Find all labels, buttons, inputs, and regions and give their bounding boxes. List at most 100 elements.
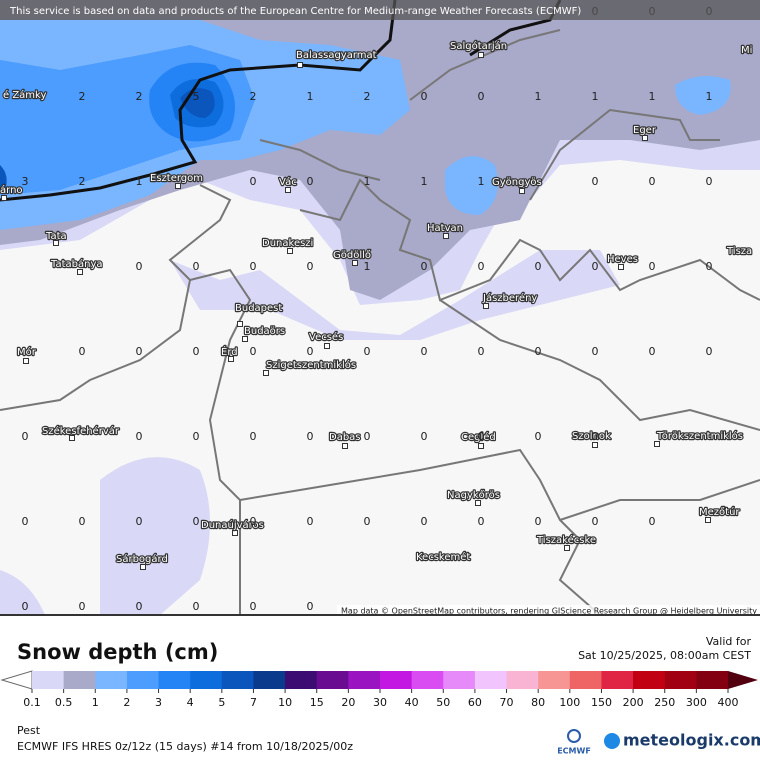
city-dot <box>53 240 59 246</box>
city-dot <box>297 62 303 68</box>
grid-value: 1 <box>592 90 599 103</box>
city-dot <box>175 183 181 189</box>
colorbar-segment <box>538 671 571 689</box>
city-dot <box>285 187 291 193</box>
grid-value: 0 <box>421 430 428 443</box>
colorbar-label: 400 <box>718 696 739 709</box>
attribution-background <box>337 605 760 615</box>
city-dot <box>352 260 358 266</box>
city-dot <box>232 530 238 536</box>
grid-value: 0 <box>22 430 29 443</box>
region: Pest <box>17 724 41 737</box>
grid-value: 0 <box>136 430 143 443</box>
banner: This service is based on data and produc… <box>9 6 581 17</box>
colorbar-segment <box>601 671 634 689</box>
city-label: Tatabánya <box>50 258 103 270</box>
city-dot <box>654 441 660 447</box>
colorbar-label: 2 <box>123 696 130 709</box>
colorbar-label: 100 <box>559 696 580 709</box>
grid-value: 2 <box>250 90 257 103</box>
grid-value: 0 <box>706 345 713 358</box>
city-dot <box>483 303 489 309</box>
grid-value: 1 <box>421 175 428 188</box>
colorbar-segment <box>443 671 476 689</box>
grid-value: 0 <box>136 600 143 613</box>
grid-value: 0 <box>193 430 200 443</box>
city-dot <box>69 435 75 441</box>
city-dot <box>564 545 570 551</box>
city-label: Érd <box>221 345 238 358</box>
colorbar-segment <box>348 671 381 689</box>
city-label: Mór <box>17 346 37 358</box>
colorbar-segment <box>411 671 444 689</box>
ecmwf-logo: ECMWF <box>557 747 591 756</box>
city-dot <box>519 188 525 194</box>
grid-value: 0 <box>136 515 143 528</box>
city-label: Hatvan <box>427 223 463 234</box>
city-label: Heves <box>607 254 638 265</box>
grid-value: 0 <box>22 515 29 528</box>
city-dot <box>342 443 348 449</box>
grid-value: 0 <box>592 345 599 358</box>
city-label: Törökszentmiklós <box>656 430 743 442</box>
city-dot <box>140 564 146 570</box>
grid-value: 0 <box>478 90 485 103</box>
colorbar-label: 7 <box>250 696 257 709</box>
grid-value: 0 <box>307 430 314 443</box>
city-dot <box>23 358 29 364</box>
city-label: Balassagyarmat <box>296 50 377 61</box>
grid-value: 0 <box>307 260 314 273</box>
colorbar-label: 10 <box>278 696 292 709</box>
city-label: Tiszakécske <box>536 534 596 546</box>
city-dot <box>324 343 330 349</box>
grid-value: 1 <box>478 175 485 188</box>
colorbar-segment <box>190 671 223 689</box>
grid-value: 1 <box>706 90 713 103</box>
grid-value: 0 <box>250 515 257 528</box>
colorbar-label: 150 <box>591 696 612 709</box>
grid-value: 0 <box>193 600 200 613</box>
colorbar-label: 5 <box>218 696 225 709</box>
grid-value: 1 <box>307 90 314 103</box>
city-label: Mi <box>741 45 752 56</box>
colorbar-label: 60 <box>468 696 482 709</box>
colorbar-segment <box>221 671 254 689</box>
colorbar-label: 30 <box>373 696 387 709</box>
city-dot <box>77 269 83 275</box>
colorbar-segment <box>474 671 508 689</box>
grid-value: 0 <box>706 260 713 273</box>
grid-value: 0 <box>79 600 86 613</box>
grid-value: 2 <box>79 175 86 188</box>
grid-value: 0 <box>307 345 314 358</box>
city-label: Budapest <box>235 303 282 314</box>
country-border <box>0 0 397 202</box>
grid-value: 0 <box>193 345 200 358</box>
colorbar-label: 40 <box>405 696 419 709</box>
city-dot <box>443 233 449 239</box>
grid-value: 0 <box>193 260 200 273</box>
city-dot <box>237 321 243 327</box>
city-dot <box>1 195 7 201</box>
colorbar-segment <box>285 671 318 689</box>
colorbar-label: 0.5 <box>55 696 73 709</box>
colorbar-label: 300 <box>686 696 707 709</box>
grid-value: 1 <box>136 175 143 188</box>
city-label: Vecsés <box>309 331 343 343</box>
banner-background <box>0 0 760 20</box>
city-dot <box>592 442 598 448</box>
colorbar-segment <box>126 671 160 689</box>
city-dot <box>228 356 234 362</box>
city-dot <box>475 500 481 506</box>
city-label: Budaörs <box>244 326 285 337</box>
grid-value: 3 <box>22 175 29 188</box>
grid-value: 0 <box>136 345 143 358</box>
city-dot <box>705 517 711 523</box>
colorbar-label: 50 <box>436 696 450 709</box>
grid-value: 0 <box>421 90 428 103</box>
colorbar-arrow-high <box>728 671 758 689</box>
county-borders <box>0 29 760 616</box>
colorbar-label: 3 <box>155 696 162 709</box>
colorbar: 0.1 0.5 1 2 3 4 5 7 10 15 20 30 40 50 60 70 80 100 150 200 2… <box>0 670 758 709</box>
colorbar-arrow-low <box>0 670 33 690</box>
